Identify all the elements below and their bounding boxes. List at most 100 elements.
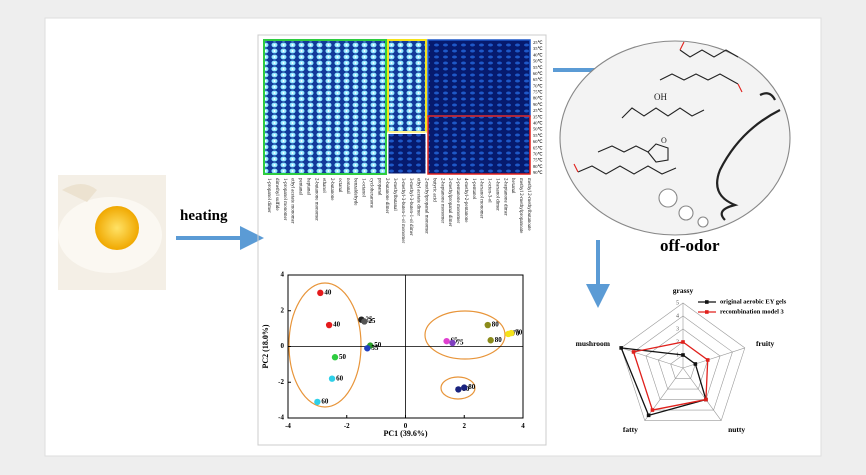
column-label: 2-butanone dimer (384, 178, 389, 214)
point (449, 339, 456, 347)
point (331, 354, 339, 361)
column-label: 2-heptanone dimer (502, 178, 507, 216)
axis-label: fatty (623, 425, 638, 434)
column-label: ethanol (321, 178, 326, 193)
point-label: 80 (468, 383, 476, 391)
column-label: 2-methylpropanal monomer (424, 178, 429, 234)
column-label: propanal (376, 178, 381, 196)
column-label: 2-pentanone monomer (455, 178, 460, 223)
row-label: 60℃ (533, 71, 544, 76)
row-label: 65℃ (533, 145, 544, 150)
column-label: 3-methyl-3-buten-1-ol dimer (408, 178, 413, 236)
column-label: hexanal (510, 178, 515, 194)
point-label: 55 (371, 344, 379, 352)
column-label: 2-methylpropanal dimer (447, 178, 452, 227)
column-label: benzaldehyde (353, 178, 358, 206)
point (317, 289, 324, 297)
column-label: heptanal (305, 178, 310, 196)
column-label: butyric acid (431, 178, 436, 202)
column-label: pentanal (298, 178, 303, 196)
point (364, 345, 371, 352)
y-tick-label: -4 (278, 414, 284, 422)
legend-marker (705, 300, 709, 304)
x-tick-label: -2 (344, 422, 350, 430)
figure-frame (257, 34, 547, 446)
point-label: 40 (333, 321, 341, 329)
row-label: 75℃ (533, 90, 544, 95)
marker (693, 362, 698, 366)
x-axis-label: PC1 (39.6%) (384, 429, 428, 438)
column-label: 1-hexanol dimer (494, 178, 499, 211)
spoke (682, 347, 745, 369)
point-label: 60 (336, 374, 344, 382)
series-line (620, 347, 707, 417)
row-label: 90℃ (533, 102, 544, 107)
row-label: 65℃ (533, 77, 544, 82)
column-label: 1-hexanol monomer (479, 178, 484, 219)
off-odor-illustration: OH O (559, 40, 791, 236)
cluster-ellipse (288, 282, 362, 408)
point (461, 384, 468, 391)
row-label: 60℃ (533, 139, 544, 144)
column-label: ethyl acetate monomer (290, 178, 295, 224)
column-label: 2-butanone monomer (313, 178, 318, 221)
point (361, 318, 368, 325)
column-label: cyclohexanone (368, 178, 373, 209)
row-label: 50℃ (533, 127, 544, 132)
row-label: 80℃ (533, 164, 544, 169)
marker (619, 346, 623, 350)
point-label: 50 (374, 341, 382, 349)
spoke (621, 347, 684, 369)
column-label: methyl 2-methylbutanoate (526, 178, 531, 231)
y-tick-label: 2 (281, 306, 285, 314)
row-label: 35℃ (533, 114, 544, 119)
point-label: 50 (339, 353, 347, 361)
column-label: 2-heptanone monomer (439, 178, 444, 223)
point (484, 321, 491, 329)
column-label: 1-octen-3-ol (487, 178, 492, 203)
point (328, 375, 336, 382)
axis-label: grassy (673, 286, 694, 295)
point-label: 70 (512, 330, 520, 338)
row-label: 70℃ (533, 83, 544, 88)
svg-text:O: O (661, 136, 667, 145)
x-tick-label: 4 (521, 422, 525, 430)
row-label: 25℃ (533, 108, 544, 113)
row-label: 50℃ (533, 59, 544, 64)
point (443, 337, 450, 345)
column-label: 1-octanol (361, 178, 366, 197)
x-tick-label: 2 (463, 422, 467, 430)
y-tick-label: 0 (281, 342, 285, 350)
column-label: ethyl acetate dimer (416, 178, 421, 216)
row-label: 40℃ (533, 52, 544, 57)
r-tick-label: 1 (676, 352, 679, 358)
point (455, 386, 462, 393)
x-tick-label: 0 (404, 422, 408, 430)
row-label: 70℃ (533, 151, 544, 156)
marker (681, 353, 685, 357)
marker (705, 358, 710, 362)
series-line (632, 341, 709, 411)
marker (681, 340, 685, 344)
r-tick-label: 5 (676, 300, 679, 306)
row-label: 80℃ (533, 96, 544, 101)
y-tick-label: 4 (281, 271, 285, 279)
row-label: 35℃ (533, 46, 544, 51)
point-label: 60 (321, 398, 329, 406)
cluster-ellipse (424, 310, 506, 360)
row-label: 40℃ (533, 121, 544, 126)
marker (650, 408, 655, 412)
point-label: 40 (324, 288, 332, 296)
r-tick-label: 2 (676, 339, 679, 345)
column-label: 1-propanol monomer (282, 178, 287, 221)
off-odor-label: off-odor (660, 236, 720, 255)
point-label: 70 (515, 329, 523, 337)
column-label: nonanal (345, 178, 350, 194)
row-label: 90℃ (533, 170, 544, 175)
column-label: dimethyl sulfide (274, 178, 279, 211)
marker (631, 350, 636, 354)
grid-ring (620, 302, 746, 421)
row-label: 55℃ (533, 65, 544, 70)
